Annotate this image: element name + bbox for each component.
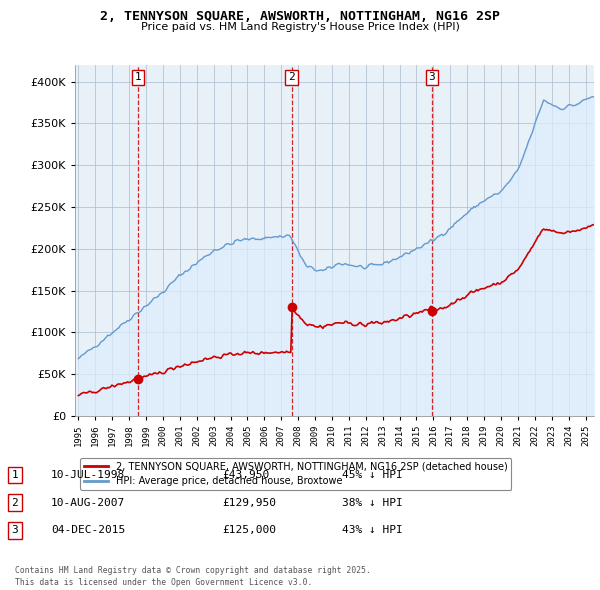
Text: Contains HM Land Registry data © Crown copyright and database right 2025.
This d: Contains HM Land Registry data © Crown c…: [15, 566, 371, 587]
Text: 3: 3: [11, 526, 19, 535]
Text: 2: 2: [11, 498, 19, 507]
Text: £125,000: £125,000: [222, 526, 276, 535]
Text: £43,950: £43,950: [222, 470, 269, 480]
Text: 3: 3: [428, 73, 436, 83]
Text: 43% ↓ HPI: 43% ↓ HPI: [342, 526, 403, 535]
Text: 2: 2: [288, 73, 295, 83]
Text: £129,950: £129,950: [222, 498, 276, 507]
Text: 2, TENNYSON SQUARE, AWSWORTH, NOTTINGHAM, NG16 2SP: 2, TENNYSON SQUARE, AWSWORTH, NOTTINGHAM…: [100, 10, 500, 23]
Text: 10-JUL-1998: 10-JUL-1998: [51, 470, 125, 480]
Text: 04-DEC-2015: 04-DEC-2015: [51, 526, 125, 535]
Text: 38% ↓ HPI: 38% ↓ HPI: [342, 498, 403, 507]
Legend: 2, TENNYSON SQUARE, AWSWORTH, NOTTINGHAM, NG16 2SP (detached house), HPI: Averag: 2, TENNYSON SQUARE, AWSWORTH, NOTTINGHAM…: [80, 458, 511, 490]
Text: 10-AUG-2007: 10-AUG-2007: [51, 498, 125, 507]
Text: 1: 1: [11, 470, 19, 480]
Text: Price paid vs. HM Land Registry's House Price Index (HPI): Price paid vs. HM Land Registry's House …: [140, 22, 460, 32]
Text: 45% ↓ HPI: 45% ↓ HPI: [342, 470, 403, 480]
Text: 1: 1: [135, 73, 142, 83]
